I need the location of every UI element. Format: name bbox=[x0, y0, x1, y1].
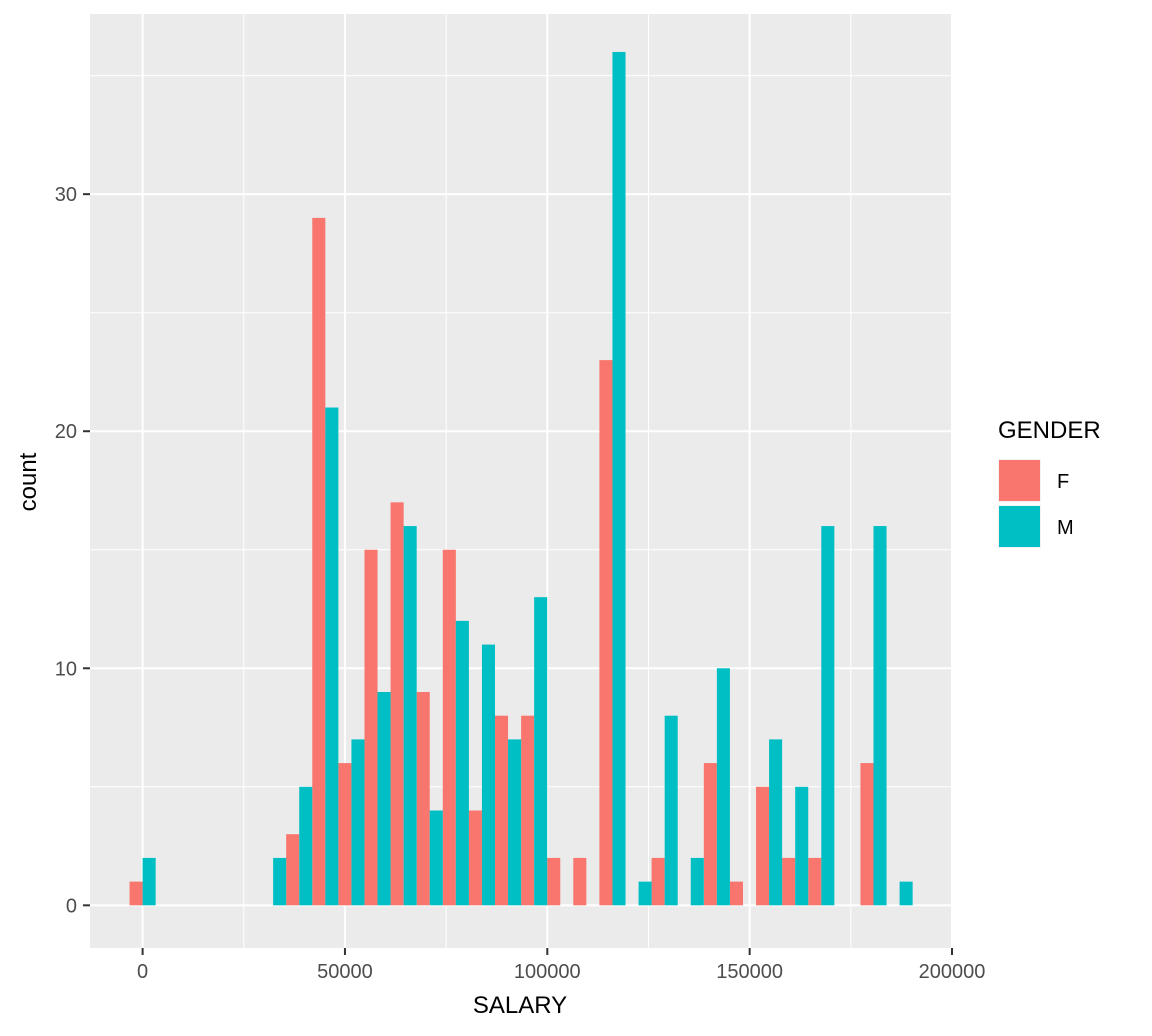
bar-m-5 bbox=[273, 857, 287, 906]
bar-f-0 bbox=[129, 881, 143, 906]
bar-m-26 bbox=[821, 526, 835, 906]
x-tick-label: 150000 bbox=[716, 961, 783, 983]
bar-m-11 bbox=[429, 810, 443, 906]
y-tick-label: 30 bbox=[55, 184, 77, 206]
bar-f-20 bbox=[651, 857, 665, 906]
x-tick-label: 100000 bbox=[514, 961, 581, 983]
bar-m-13 bbox=[481, 644, 495, 906]
bar-f-16 bbox=[547, 857, 561, 906]
bar-m-12 bbox=[455, 620, 469, 906]
bars bbox=[129, 51, 913, 906]
bar-f-14 bbox=[494, 715, 509, 906]
bar-f-13 bbox=[468, 810, 482, 906]
bar-m-20 bbox=[664, 715, 678, 906]
bar-f-18 bbox=[599, 360, 613, 906]
bar-f-9 bbox=[364, 549, 378, 906]
bar-f-26 bbox=[808, 857, 822, 906]
bar-f-6 bbox=[286, 834, 300, 906]
bar-m-22 bbox=[716, 668, 730, 906]
bar-m-21 bbox=[690, 857, 704, 906]
bar-m-0 bbox=[142, 857, 156, 906]
x-axis: 0 50000 100000 150000 200000 bbox=[137, 948, 985, 983]
legend: GENDER F M bbox=[998, 417, 1101, 548]
bar-m-25 bbox=[795, 786, 809, 906]
bar-m-28 bbox=[873, 526, 887, 906]
bar-f-8 bbox=[338, 763, 352, 906]
bar-m-14 bbox=[508, 739, 522, 906]
bar-f-17 bbox=[573, 857, 587, 906]
bar-m-15 bbox=[534, 597, 548, 906]
legend-swatch-m bbox=[999, 506, 1040, 547]
bar-f-12 bbox=[442, 549, 456, 906]
bar-m-29 bbox=[899, 881, 913, 906]
bar-f-10 bbox=[390, 502, 404, 906]
bar-m-8 bbox=[351, 739, 365, 906]
bar-f-24 bbox=[756, 786, 770, 906]
bar-f-23 bbox=[729, 881, 743, 906]
x-axis-title: SALARY bbox=[473, 992, 567, 1019]
bar-m-19 bbox=[638, 881, 652, 906]
y-tick-label: 10 bbox=[55, 658, 77, 680]
bar-m-10 bbox=[403, 526, 417, 906]
x-tick-label: 0 bbox=[137, 961, 148, 983]
minor-gridlines bbox=[90, 14, 952, 948]
y-axis-title: count bbox=[15, 452, 42, 511]
bar-m-24 bbox=[769, 739, 783, 906]
bar-f-11 bbox=[416, 691, 430, 906]
legend-label-m: M bbox=[1057, 517, 1074, 539]
bar-f-15 bbox=[521, 715, 535, 906]
bar-m-9 bbox=[377, 691, 391, 906]
y-tick-label: 20 bbox=[55, 421, 77, 443]
legend-title: GENDER bbox=[998, 417, 1101, 444]
x-tick-label: 50000 bbox=[317, 961, 373, 983]
bar-f-7 bbox=[312, 217, 326, 906]
x-tick-label: 200000 bbox=[919, 961, 986, 983]
bar-m-18 bbox=[612, 51, 626, 906]
y-axis: 0 10 20 30 bbox=[55, 184, 90, 917]
y-tick-label: 0 bbox=[66, 895, 77, 917]
bar-m-6 bbox=[299, 786, 313, 906]
bar-f-25 bbox=[782, 857, 796, 906]
bar-f-28 bbox=[860, 763, 874, 906]
legend-swatch-f bbox=[999, 460, 1040, 501]
bar-m-7 bbox=[325, 407, 339, 906]
legend-label-f: F bbox=[1057, 471, 1069, 493]
bar-f-22 bbox=[703, 763, 717, 906]
